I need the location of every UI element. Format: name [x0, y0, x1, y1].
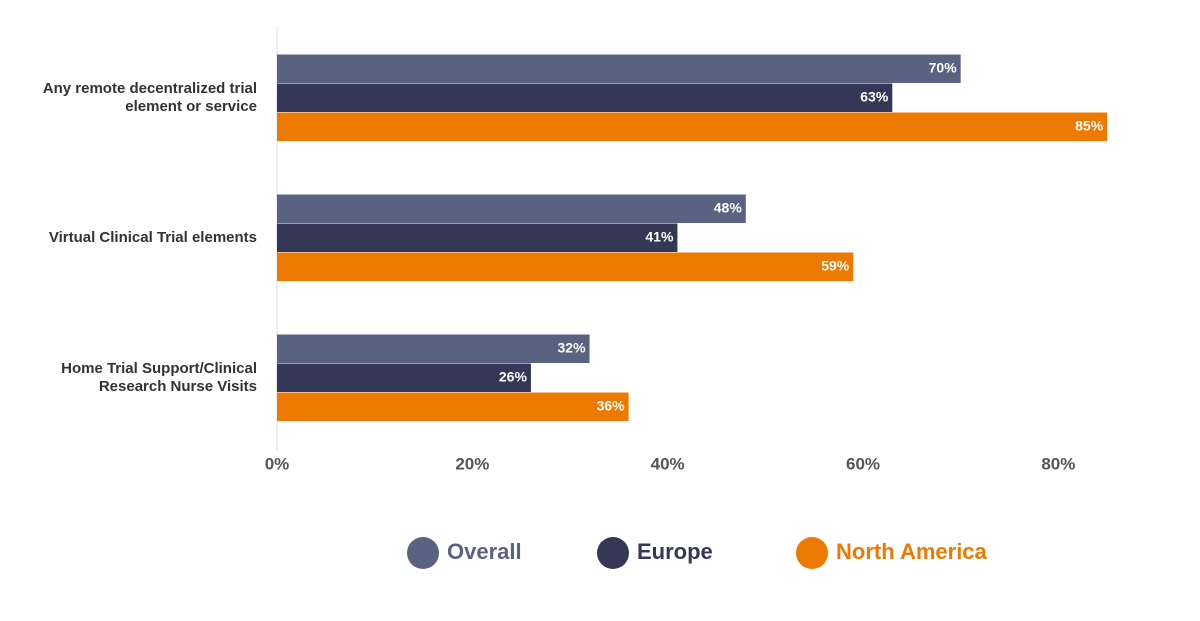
- legend-label: North America: [836, 539, 988, 564]
- legend-label: Overall: [447, 539, 522, 564]
- bar-label: 32%: [558, 340, 587, 356]
- legend-marker: [407, 537, 439, 569]
- bar: [277, 334, 590, 363]
- category-label: Any remote decentralized trial element o…: [42, 80, 257, 115]
- x-tick-label: 20%: [455, 454, 489, 473]
- bar-label: 26%: [499, 369, 528, 385]
- x-tick-label: 0%: [265, 454, 290, 473]
- bar: [277, 83, 893, 112]
- bar: [277, 392, 629, 421]
- x-tick-label: 40%: [651, 454, 685, 473]
- bar-label: 70%: [929, 60, 958, 76]
- bar-label: 48%: [714, 200, 743, 216]
- bar: [277, 54, 961, 83]
- category-label: Home Trial Support/Clinical Research Nur…: [61, 360, 257, 395]
- bar-label: 85%: [1075, 118, 1104, 134]
- bar: [277, 252, 854, 281]
- x-tick-label: 80%: [1041, 454, 1075, 473]
- bar: [277, 194, 746, 223]
- category-label: Virtual Clinical Trial elements: [48, 229, 257, 246]
- bar: [277, 223, 678, 252]
- legend-marker: [796, 537, 828, 569]
- bar-label: 41%: [645, 229, 674, 245]
- bar: [277, 112, 1108, 141]
- bar-label: 63%: [860, 89, 889, 105]
- bar-label: 59%: [821, 258, 850, 274]
- bar: [277, 363, 531, 392]
- legend-marker: [597, 537, 629, 569]
- legend-label: Europe: [637, 539, 713, 564]
- x-tick-label: 60%: [846, 454, 880, 473]
- bar-label: 36%: [597, 398, 626, 414]
